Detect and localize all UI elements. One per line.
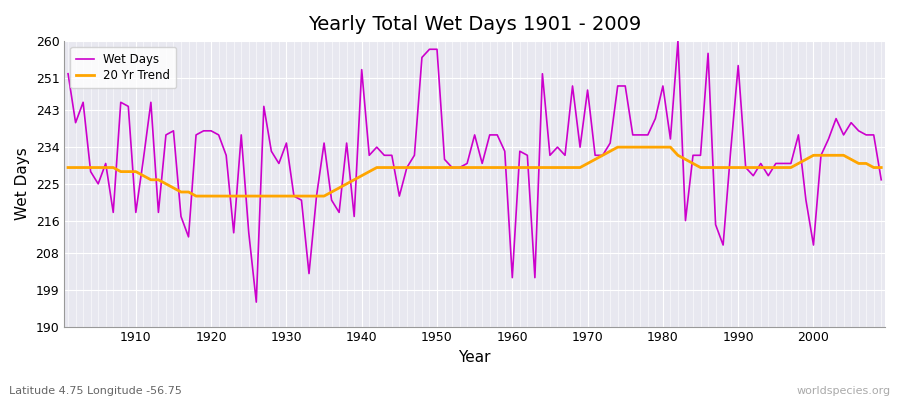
Wet Days xyxy=(296,198,307,202)
Y-axis label: Wet Days: Wet Days xyxy=(15,148,30,220)
20 Yr Trend xyxy=(612,145,623,150)
20 Yr Trend xyxy=(123,169,134,174)
Line: Wet Days: Wet Days xyxy=(68,41,881,302)
Legend: Wet Days, 20 Yr Trend: Wet Days, 20 Yr Trend xyxy=(70,47,176,88)
20 Yr Trend xyxy=(341,182,352,186)
20 Yr Trend xyxy=(507,165,517,170)
20 Yr Trend xyxy=(296,194,307,198)
Wet Days xyxy=(515,149,526,154)
Wet Days xyxy=(63,71,74,76)
Wet Days xyxy=(341,141,352,146)
Wet Days xyxy=(507,275,517,280)
Text: worldspecies.org: worldspecies.org xyxy=(796,386,891,396)
Wet Days xyxy=(605,141,616,146)
Title: Yearly Total Wet Days 1901 - 2009: Yearly Total Wet Days 1901 - 2009 xyxy=(308,15,642,34)
X-axis label: Year: Year xyxy=(458,350,491,365)
Wet Days xyxy=(251,300,262,304)
20 Yr Trend xyxy=(63,165,74,170)
Wet Days xyxy=(123,104,134,109)
Wet Days xyxy=(876,177,886,182)
20 Yr Trend xyxy=(191,194,202,198)
20 Yr Trend xyxy=(605,149,616,154)
Line: 20 Yr Trend: 20 Yr Trend xyxy=(68,147,881,196)
20 Yr Trend xyxy=(876,165,886,170)
Text: Latitude 4.75 Longitude -56.75: Latitude 4.75 Longitude -56.75 xyxy=(9,386,182,396)
20 Yr Trend xyxy=(515,165,526,170)
Wet Days xyxy=(672,39,683,44)
